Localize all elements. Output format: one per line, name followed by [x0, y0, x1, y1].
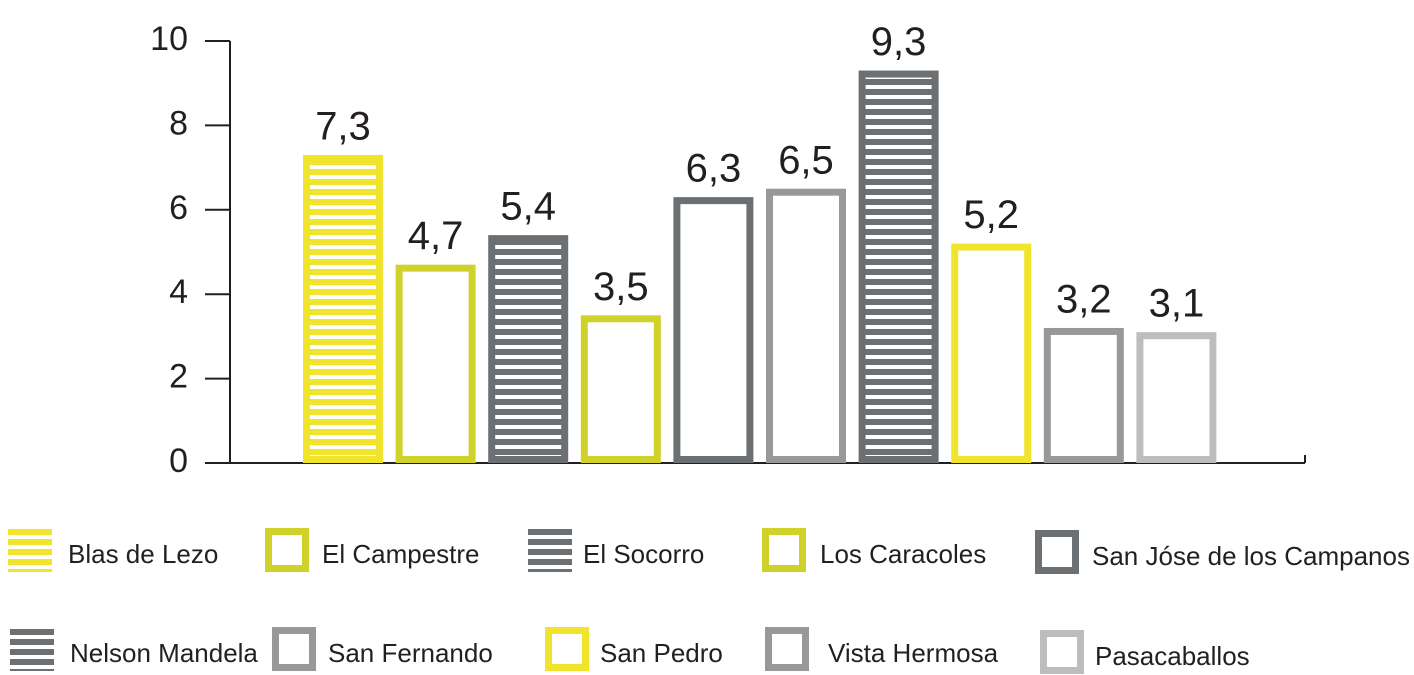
value-label: 7,3: [315, 105, 371, 149]
bar-stripes: [865, 77, 932, 456]
bar: [951, 243, 1032, 463]
value-label: 6,3: [686, 147, 742, 191]
legend-label: San Jóse de los Campanos: [1092, 541, 1410, 571]
legend-label: El Socorro: [583, 539, 704, 569]
bar-stripes: [310, 161, 376, 456]
legend-label: San Pedro: [600, 638, 723, 668]
value-label: 3,2: [1056, 278, 1112, 322]
legend-label: Pasacaballos: [1095, 641, 1250, 671]
bar: [1136, 332, 1217, 463]
value-label: 5,4: [500, 185, 556, 229]
legend-swatch: [272, 627, 316, 671]
value-label: 4,7: [408, 214, 464, 258]
y-tick-label: 4: [169, 273, 188, 311]
value-label: 6,5: [778, 138, 834, 182]
value-label: 3,5: [593, 265, 649, 309]
legend-swatch-stripes: [10, 627, 54, 671]
bar: [766, 188, 846, 463]
bar: [673, 197, 754, 463]
y-tick-label: 10: [150, 20, 188, 58]
legend-swatch: [762, 528, 806, 572]
legend-label: San Fernando: [328, 638, 493, 668]
legend-swatch: [1035, 530, 1079, 574]
y-tick-label: 6: [169, 189, 188, 227]
legend-label: Los Caracoles: [820, 539, 986, 569]
legend-label: Vista Hermosa: [828, 638, 999, 668]
legend-label: Blas de Lezo: [68, 539, 218, 569]
y-tick-label: 8: [169, 104, 188, 142]
value-label: 5,2: [963, 193, 1019, 237]
y-tick-label: 0: [169, 442, 188, 480]
legend-swatch-stripes: [8, 528, 52, 572]
legend-label: El Campestre: [322, 539, 480, 569]
legend-swatch-stripes: [528, 528, 572, 572]
y-tick-label: 2: [169, 358, 188, 396]
bar-stripes: [495, 242, 562, 456]
bar: [580, 315, 661, 463]
legend-swatch: [765, 627, 809, 671]
bar: [1043, 327, 1124, 463]
legend-swatch: [265, 528, 309, 572]
legend-swatch: [1040, 630, 1084, 674]
legend-label: Nelson Mandela: [70, 638, 258, 668]
bar: [395, 264, 476, 463]
value-label: 3,1: [1149, 282, 1205, 326]
value-label: 9,3: [871, 20, 927, 64]
legend-swatch: [545, 627, 589, 671]
